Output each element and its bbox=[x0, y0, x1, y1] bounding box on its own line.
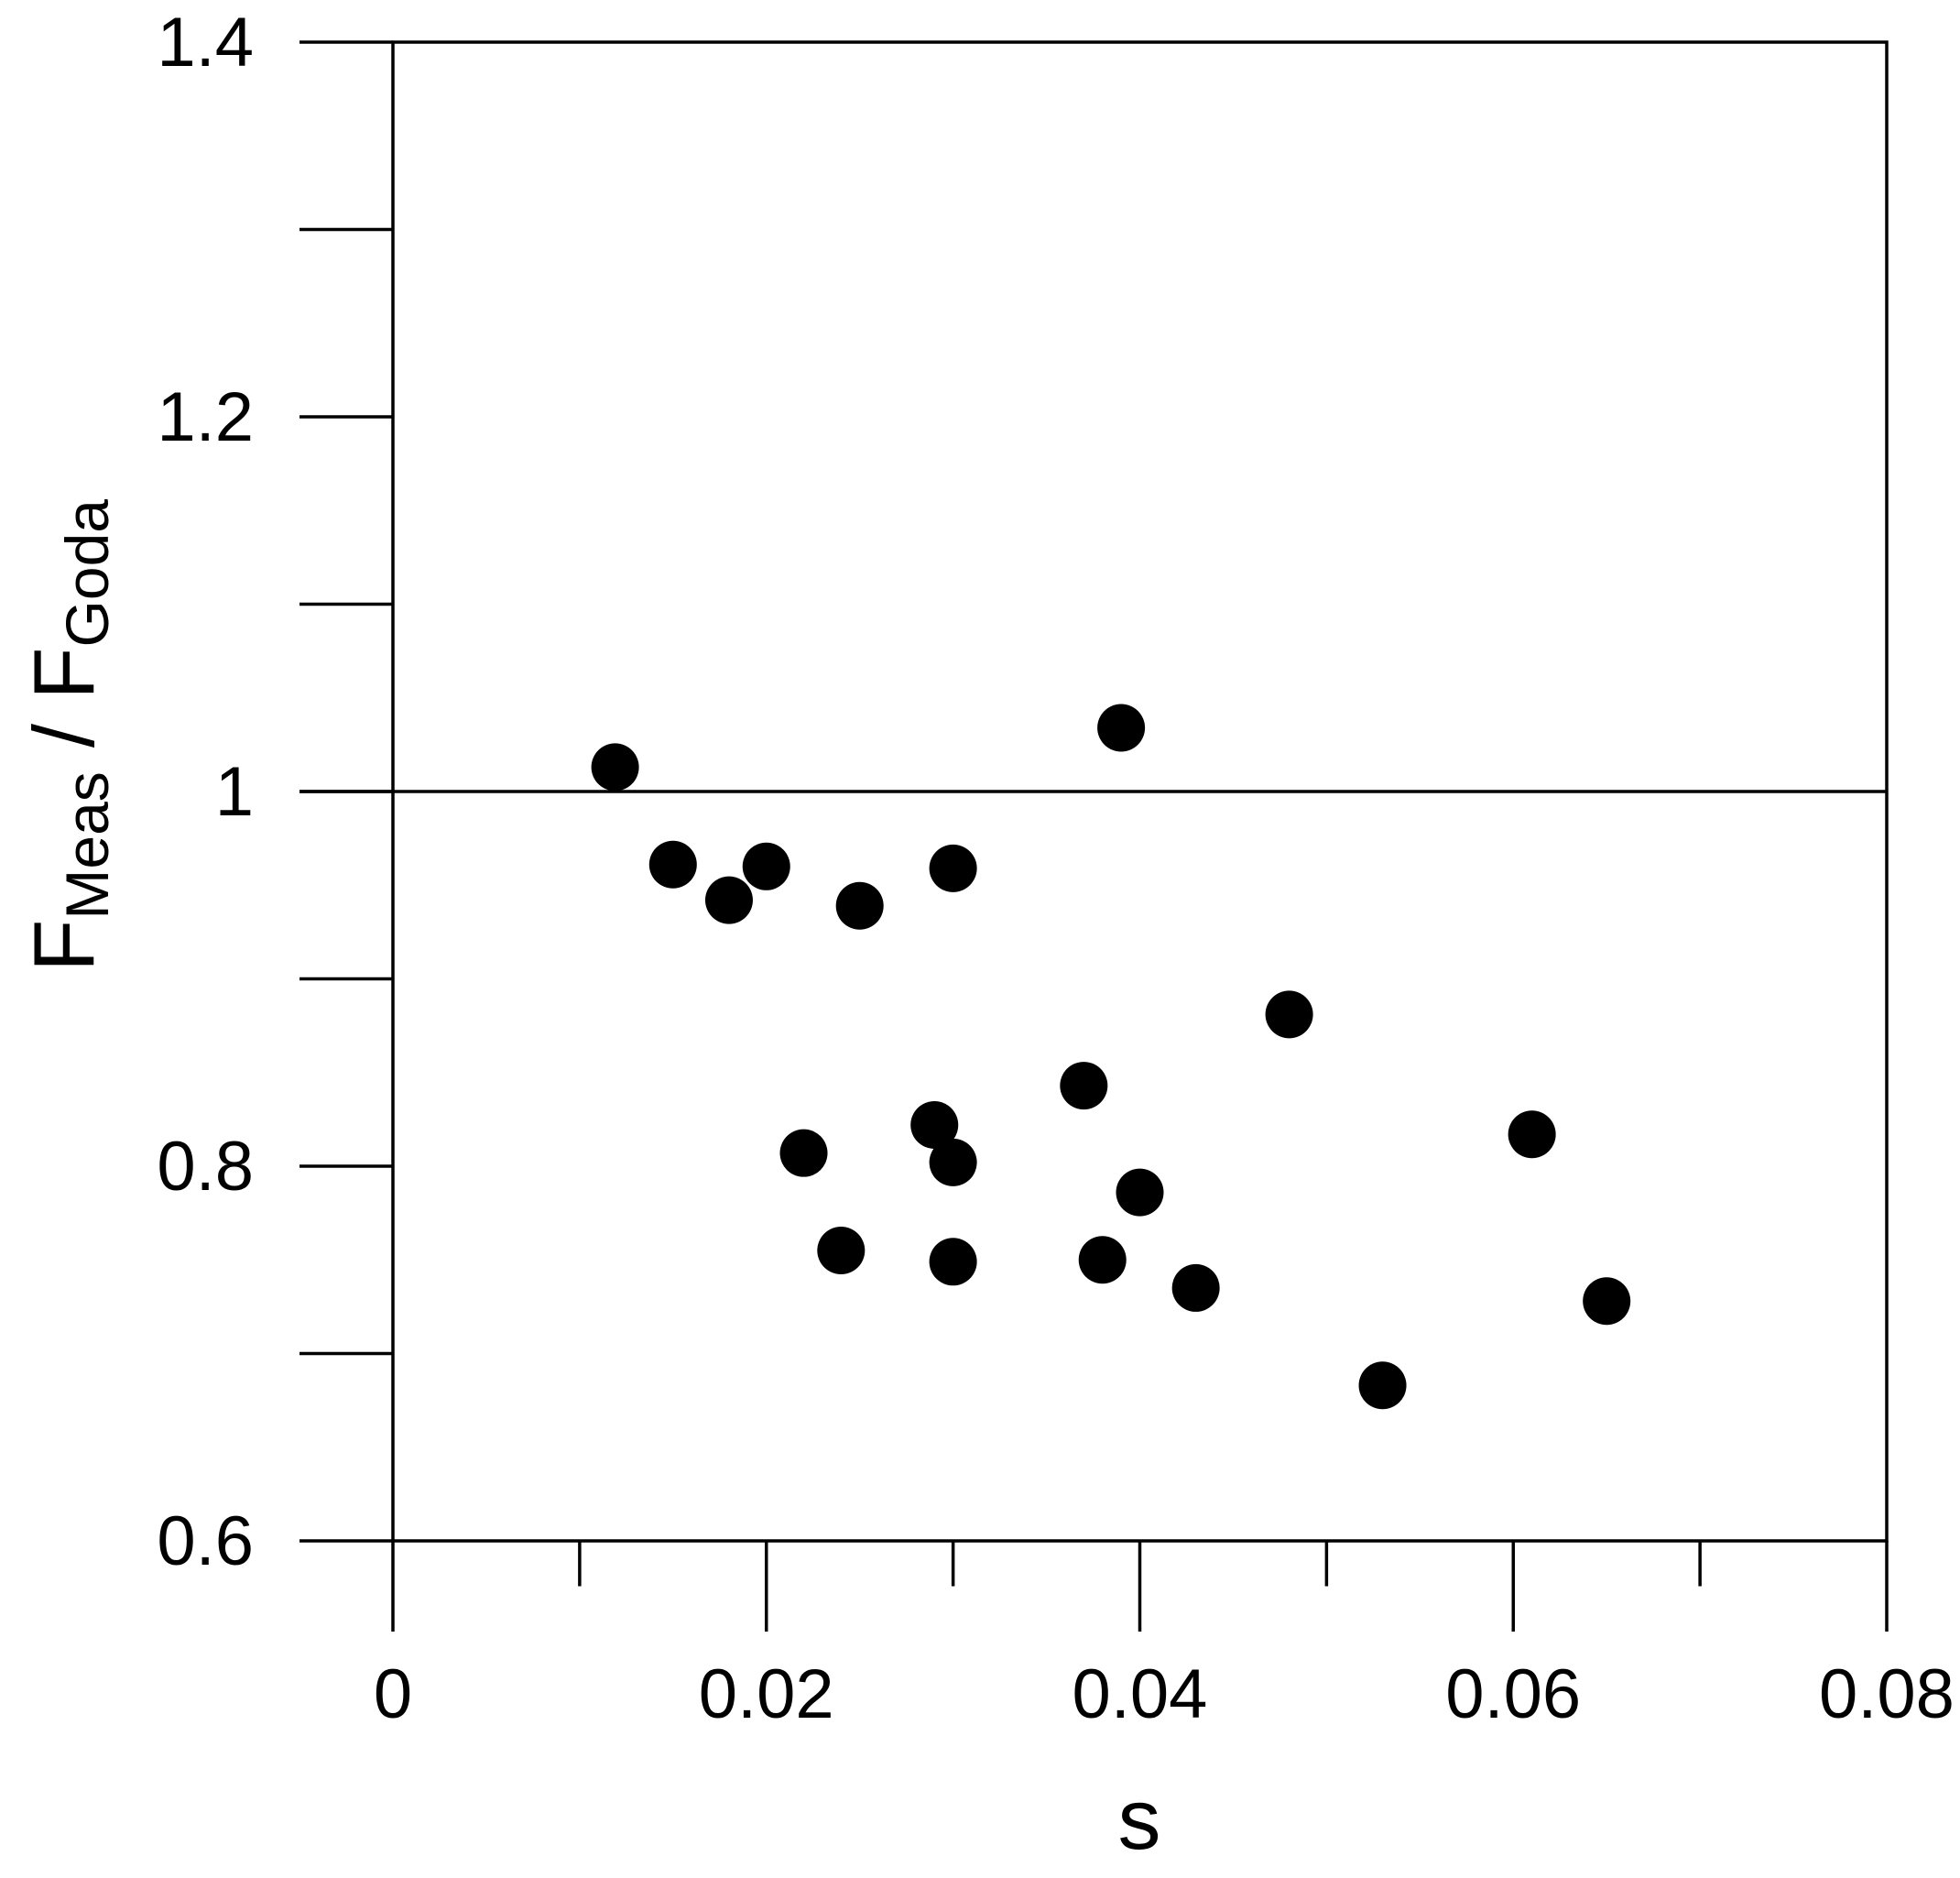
data-point bbox=[1097, 704, 1146, 752]
data-point bbox=[1358, 1361, 1407, 1410]
data-point bbox=[1583, 1277, 1631, 1326]
data-point bbox=[742, 842, 790, 890]
x-tick-label: 0.06 bbox=[1445, 1655, 1581, 1733]
y-axis-title-sub-2: Goda bbox=[53, 499, 121, 648]
y-axis-title-separator: / bbox=[16, 700, 112, 771]
data-point bbox=[929, 1138, 977, 1186]
y-tick-label: 0.6 bbox=[157, 1502, 254, 1580]
data-point bbox=[648, 840, 697, 889]
data-point bbox=[910, 1101, 959, 1150]
data-point bbox=[1265, 990, 1313, 1039]
data-point bbox=[779, 1129, 828, 1177]
data-point bbox=[817, 1227, 866, 1275]
data-point bbox=[929, 1238, 977, 1286]
y-axis-tick-labels: 0.6 0.8 1 1.2 1.4 bbox=[157, 4, 254, 1580]
data-point bbox=[591, 743, 639, 792]
x-axis-ticks bbox=[391, 1541, 1889, 1632]
y-tick-label: 1.4 bbox=[157, 4, 254, 82]
data-point bbox=[1116, 1168, 1164, 1217]
y-tick-label: 1.2 bbox=[157, 378, 254, 456]
x-tick-label: 0.02 bbox=[699, 1655, 834, 1733]
data-points bbox=[591, 704, 1631, 1410]
y-axis-title-base-1: F bbox=[16, 920, 112, 972]
data-point bbox=[929, 844, 977, 892]
y-axis-title: FMeas / FGoda bbox=[16, 499, 121, 972]
data-point bbox=[1060, 1062, 1108, 1110]
y-axis-title-sub-1: Meas bbox=[53, 771, 121, 919]
data-point bbox=[1508, 1110, 1556, 1159]
x-tick-label: 0.04 bbox=[1073, 1655, 1208, 1733]
y-tick-label: 0.8 bbox=[157, 1128, 254, 1206]
y-tick-label: 1 bbox=[215, 753, 254, 831]
x-axis-title: s bbox=[1118, 1771, 1161, 1867]
data-point bbox=[1078, 1236, 1127, 1284]
x-tick-label: 0 bbox=[374, 1655, 412, 1733]
y-axis-title-base-2: F bbox=[16, 647, 112, 699]
x-tick-label: 0.08 bbox=[1819, 1655, 1955, 1733]
data-point bbox=[835, 881, 884, 930]
x-axis-tick-labels: 0 0.02 0.04 0.06 0.08 bbox=[374, 1655, 1955, 1733]
data-point bbox=[704, 876, 753, 924]
data-point bbox=[1171, 1263, 1220, 1312]
